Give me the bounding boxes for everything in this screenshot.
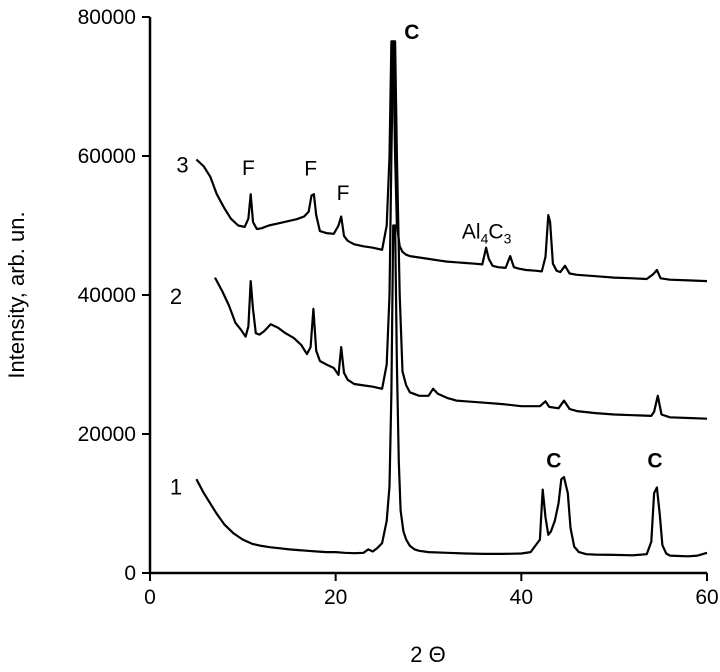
curves-layer [195,40,708,558]
peak-label: C [647,449,662,472]
series-line-3 [195,40,708,283]
y-axis-title: Intensity, arb. un. [4,211,29,378]
curve-label: 1 [170,474,182,499]
series-line-1 [195,224,708,558]
series-line-2 [214,40,708,420]
y-tick-label: 20000 [78,423,136,446]
x-axis-title: 2 Θ [410,642,445,667]
y-tick-label: 0 [124,562,136,585]
axes-layer [148,17,707,575]
y-tick-label: 80000 [78,6,136,29]
y-tick-label: 40000 [78,284,136,307]
peak-label: F [242,157,255,180]
peak-label: C [546,449,561,472]
x-tick-label: 40 [510,586,533,609]
peak-label: C [404,21,419,44]
compound-label: Al4C3 [462,221,512,247]
x-tick-label: 20 [324,586,347,609]
ticks-layer: 0 20 40 60 0 20000 40000 60000 80000 [78,6,719,609]
y-tick-label: 60000 [78,145,136,168]
curve-label: 2 [170,284,182,309]
peak-label: F [337,182,350,205]
x-tick-label: 60 [695,586,718,609]
peak-label: F [304,157,317,180]
curve-label: 3 [176,153,188,178]
x-tick-label: 0 [144,586,156,609]
